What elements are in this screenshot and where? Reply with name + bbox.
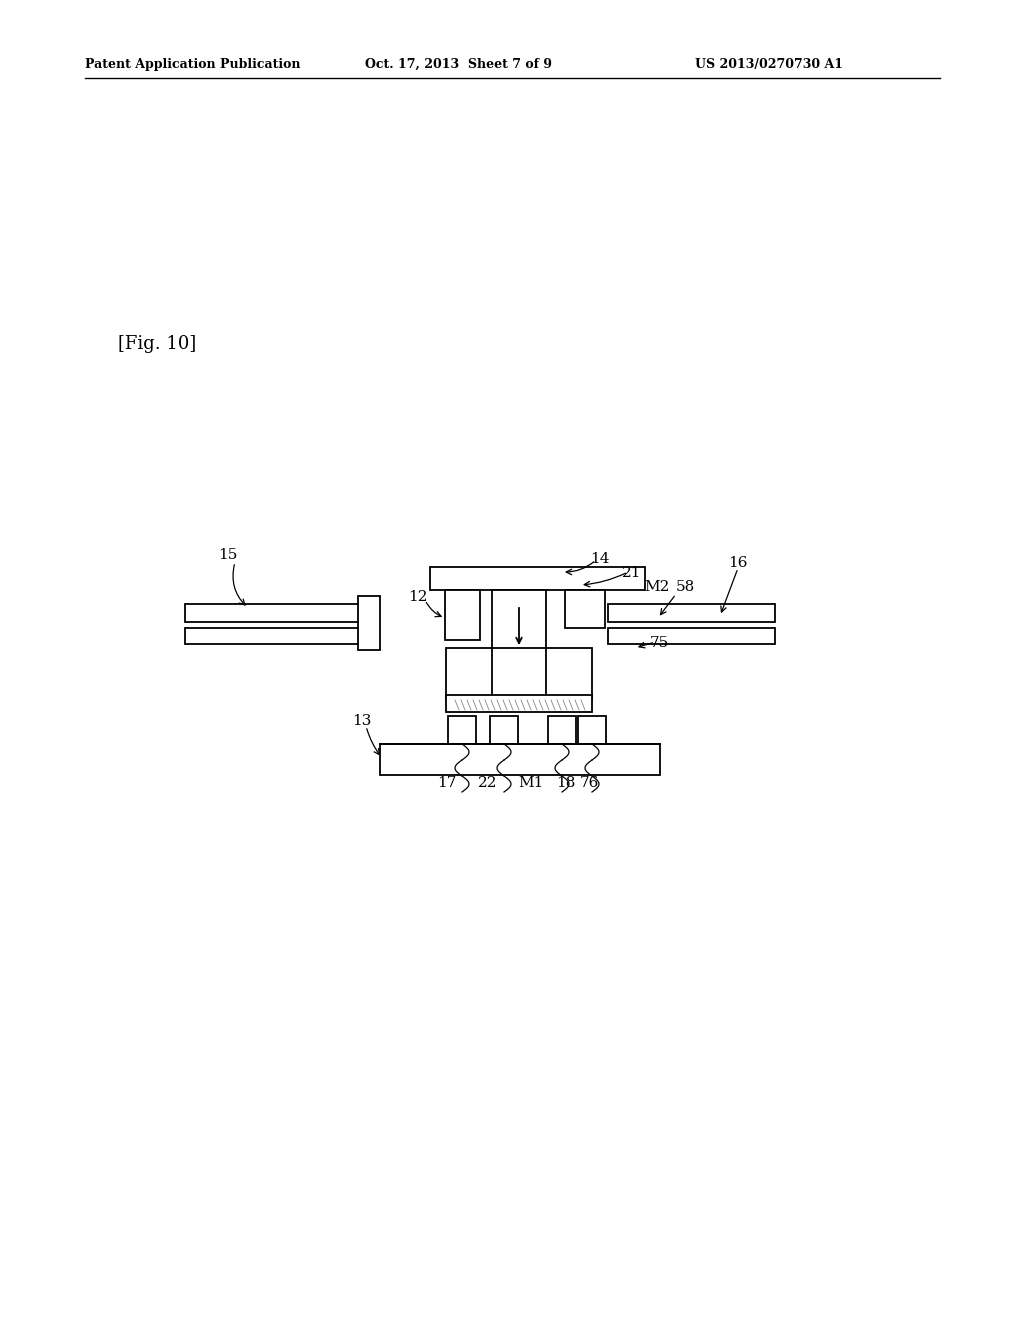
Text: Oct. 17, 2013  Sheet 7 of 9: Oct. 17, 2013 Sheet 7 of 9 [365, 58, 552, 71]
Bar [608, 628, 775, 644]
Bar [185, 605, 365, 622]
Bar [430, 568, 645, 590]
Text: M1: M1 [518, 776, 544, 789]
Bar [445, 590, 480, 640]
Text: 14: 14 [590, 552, 609, 566]
Text: 16: 16 [728, 556, 748, 570]
Text: 15: 15 [218, 548, 238, 562]
Bar [185, 628, 365, 644]
Text: 76: 76 [580, 776, 599, 789]
Bar [546, 648, 592, 700]
Bar [492, 590, 546, 648]
Bar [358, 597, 380, 649]
Text: [Fig. 10]: [Fig. 10] [118, 335, 197, 352]
Text: 13: 13 [352, 714, 372, 729]
Text: M2: M2 [644, 579, 670, 594]
Text: US 2013/0270730 A1: US 2013/0270730 A1 [695, 58, 843, 71]
Text: 18: 18 [556, 776, 575, 789]
Bar [446, 648, 492, 700]
Text: 75: 75 [650, 636, 670, 649]
Text: 12: 12 [408, 590, 427, 605]
Bar [578, 715, 606, 744]
Bar [608, 605, 775, 622]
Text: 21: 21 [622, 566, 641, 579]
Bar [449, 715, 476, 744]
Text: 17: 17 [437, 776, 457, 789]
Bar [380, 744, 660, 775]
Bar [490, 715, 518, 744]
Bar [548, 715, 575, 744]
Bar [446, 696, 592, 711]
Bar [565, 590, 605, 628]
Text: 22: 22 [478, 776, 498, 789]
Text: 58: 58 [676, 579, 695, 594]
Text: Patent Application Publication: Patent Application Publication [85, 58, 300, 71]
